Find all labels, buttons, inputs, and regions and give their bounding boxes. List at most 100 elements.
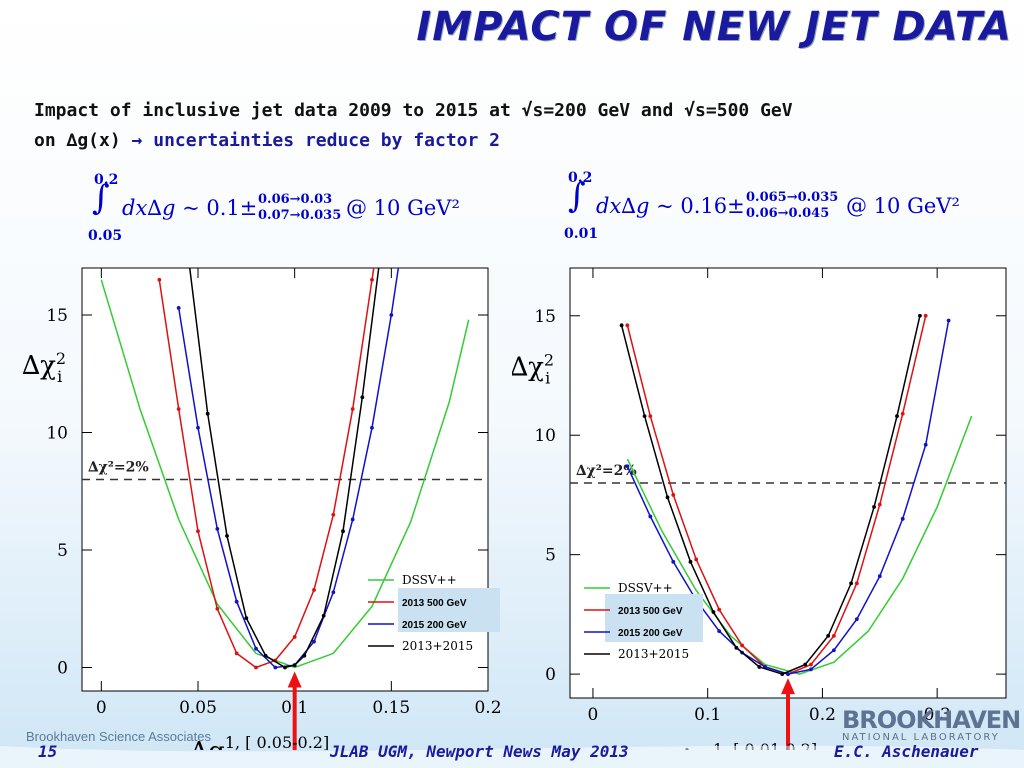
series-point-jet2015: [671, 559, 676, 564]
y-axis-label-main: ∆χ: [512, 353, 544, 383]
formula-minus-error: 0.06→0.045: [746, 206, 830, 221]
formula-scale: @ 10 GeV²: [846, 194, 960, 218]
logo-big-text: BROOKHAVEN: [842, 706, 1021, 734]
series-point-combined: [263, 653, 268, 658]
series-point-jet2015: [254, 646, 258, 651]
series-point-jet2015: [923, 442, 928, 447]
y-axis-label-sub: i: [57, 367, 62, 386]
series-point-jet2013: [900, 411, 905, 416]
formula-integrand: dx∆g: [596, 194, 650, 218]
series-point-jet2015: [831, 648, 836, 653]
series-point-jet2015: [196, 425, 200, 430]
series-point-jet2013: [234, 651, 239, 656]
series-point-jet2013: [196, 529, 200, 534]
series-point-jet2015: [389, 313, 394, 317]
legend-label: DSSV++: [402, 573, 457, 587]
series-point-combined: [826, 633, 831, 638]
legend-highlight-box: [605, 594, 703, 642]
series-point-jet2015: [854, 617, 859, 622]
footer-conference: JLAB UGM, Newport News May 2013: [330, 742, 629, 761]
series-point-combined: [734, 645, 739, 650]
series-point-combined: [321, 613, 326, 618]
x-tick-label: 0: [588, 705, 599, 725]
legend-label: DSSV++: [618, 581, 673, 595]
series-point-jet2015: [809, 667, 813, 672]
x-tick-label: 0.2: [474, 698, 501, 718]
x-tick-label: 0.05: [179, 698, 217, 718]
legend-label: 2015 200 GeV: [402, 620, 467, 631]
series-point-jet2015: [648, 514, 653, 519]
footer-logo-text: Brookhaven Science Associates: [26, 729, 211, 744]
slide-subtitle: Impact of inclusive jet data 2009 to 201…: [34, 96, 793, 156]
formula-integrand: dx∆g: [122, 196, 176, 220]
series-point-combined: [757, 665, 762, 669]
integral-lower-limit: 0.05: [88, 228, 123, 244]
x-tick-label: 0.1: [694, 705, 721, 725]
legend-label: 2013+2015: [618, 647, 689, 661]
series-point-combined: [244, 616, 249, 621]
threshold-label: ∆χ²=2%: [576, 463, 637, 479]
series-point-jet2013: [157, 277, 162, 282]
legend-label: 2013+2015: [402, 639, 473, 653]
series-point-combined: [619, 323, 624, 328]
x-axis-label: ∆g1, [ 0.05-0.2]: [190, 733, 329, 750]
series-point-jet2013: [312, 588, 316, 592]
formula-expression: dx∆g ~ 0.16±: [596, 194, 745, 218]
series-point-jet2015: [176, 306, 181, 310]
series-point-combined: [292, 663, 297, 668]
series-point-combined: [225, 534, 229, 538]
x-tick-label: 0.15: [372, 698, 410, 718]
series-point-jet2015: [717, 629, 722, 634]
slide-title: IMPACT OF NEW JET DATA: [416, 4, 1012, 50]
series-point-jet2013: [331, 512, 336, 517]
series-line-dssv: [100, 279, 470, 669]
formula-central-value: ~ 0.16±: [649, 194, 745, 218]
y-axis-label-main: ∆χ: [22, 351, 56, 381]
logo-small-text: NATIONAL LABORATORY: [842, 732, 1000, 743]
x-axis-label-sup: 1, [ 0.01-0.2]: [713, 740, 817, 750]
chi2-plot-right: 0 5 10 15 0 0.1 0.2 0.3 ∆χ²=2% DSSV++ 2013 500 GeV…: [512, 267, 1007, 750]
series-point-combined: [780, 672, 785, 677]
integral-formula-left: 0.2 ∫ 0.05 dx∆g ~ 0.1± 0.06→0.03 0.07→0.…: [88, 172, 510, 252]
subtitle-highlight: uncertainties reduce by factor 2: [142, 130, 501, 151]
series-point-combined: [341, 529, 345, 534]
arrow-icon: [781, 678, 795, 695]
y-tick-label: 5: [57, 541, 68, 561]
y-tick-label: 0: [57, 659, 68, 679]
subtitle-prefix: on ∆g(x): [34, 130, 132, 151]
y-tick-label: 15: [534, 307, 556, 327]
x-axis-label-main: ∆g: [190, 737, 225, 750]
page-number: 15: [38, 742, 58, 761]
y-axis-label-sup: 2: [544, 351, 554, 370]
series-point-jet2015: [786, 672, 790, 677]
y-axis-label: ∆χ2 i: [512, 351, 554, 388]
series-point-jet2013: [254, 665, 258, 670]
brookhaven-logo: BROOKHAVEN NATIONAL LABORATORY: [842, 706, 1021, 743]
series-point-combined: [360, 395, 365, 400]
series-point-jet2015: [370, 425, 374, 430]
series-point-combined: [283, 665, 287, 670]
series-point-combined: [803, 662, 808, 667]
legend-label: 2013 500 GeV: [618, 606, 683, 617]
y-axis-label: ∆χ2 i: [22, 349, 66, 386]
y-tick-label: 10: [46, 424, 68, 444]
y-axis-label-sub: i: [545, 369, 550, 388]
threshold-label: ∆χ²=2%: [88, 460, 149, 476]
y-axis-label-sup: 2: [56, 349, 66, 368]
series-point-jet2013: [923, 313, 928, 318]
series-point-jet2013: [854, 581, 859, 586]
integral-upper-limit: 0.2: [94, 172, 119, 188]
right-arrow-icon: →: [131, 130, 143, 151]
integral-sign: ∫: [92, 178, 110, 218]
formula-minus-error: 0.07→0.035: [258, 208, 342, 223]
formula-plus-error: 0.06→0.03: [258, 192, 333, 207]
series-point-jet2015: [946, 318, 951, 323]
series-group: [619, 313, 973, 677]
series-point-jet2013: [625, 323, 630, 328]
series-line-combined: [620, 315, 921, 675]
legend-label: 2013 500 GeV: [402, 598, 467, 609]
formula-central-value: ~ 0.1±: [175, 196, 258, 220]
x-tick-label: 0: [96, 698, 107, 718]
series-point-jet2013: [671, 493, 676, 497]
